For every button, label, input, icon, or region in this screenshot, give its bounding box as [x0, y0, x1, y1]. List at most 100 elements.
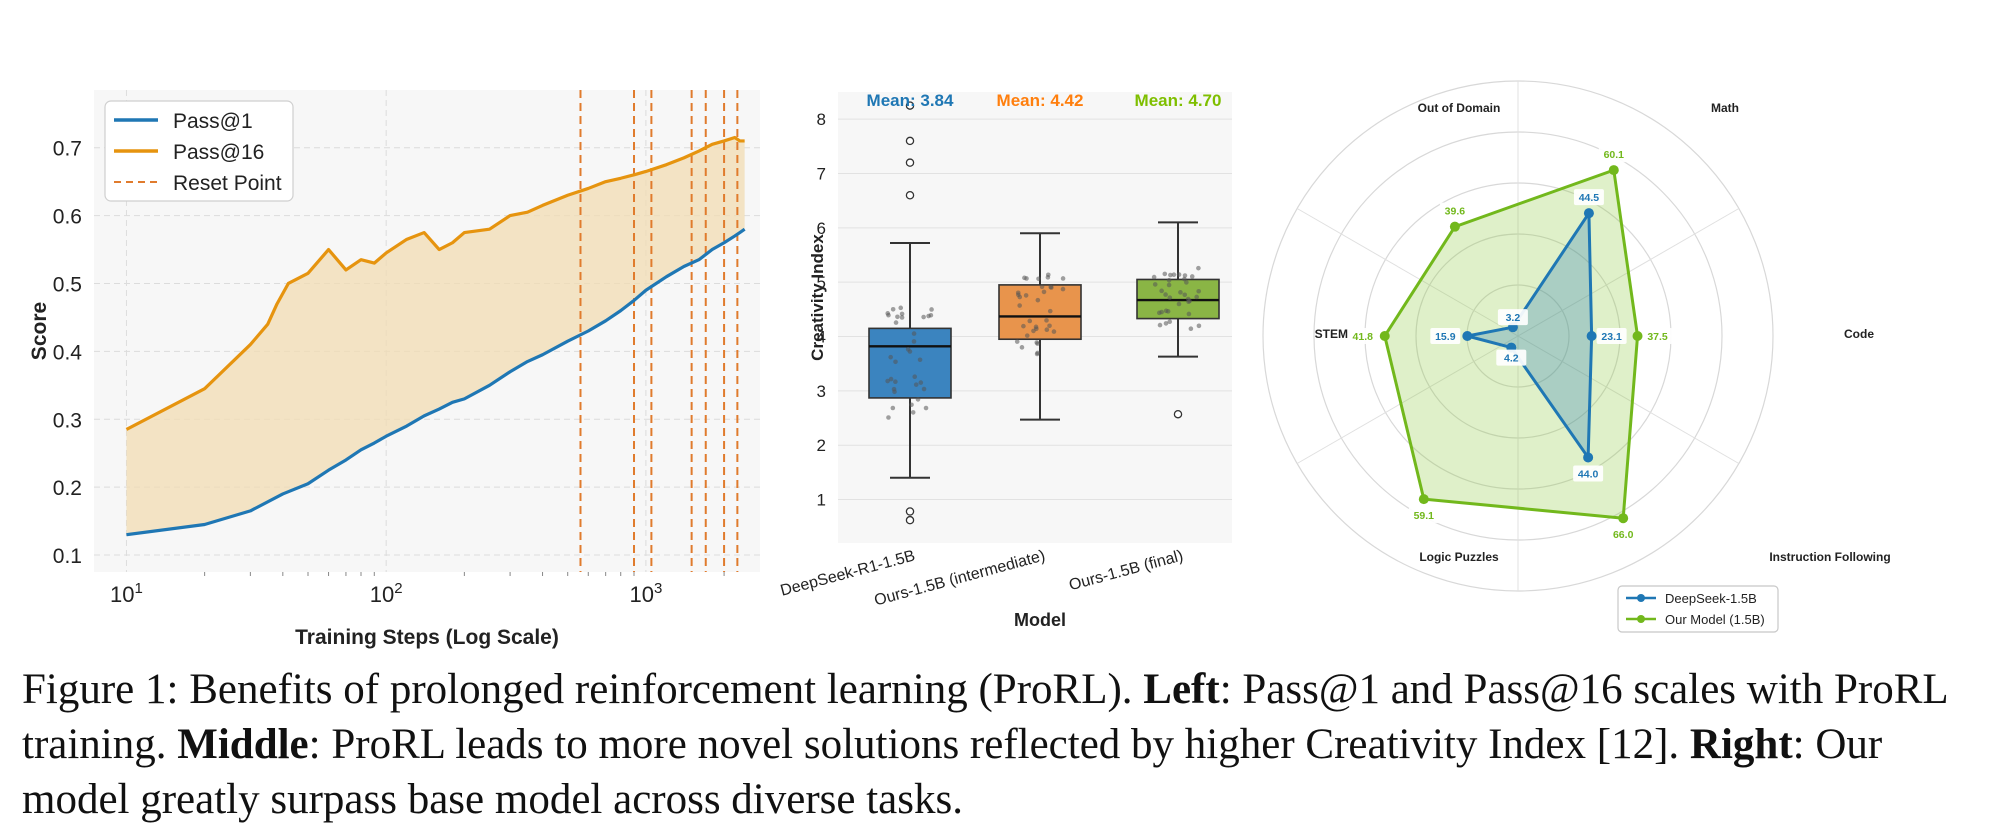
jitter-point	[1186, 311, 1192, 317]
radar-axis-label: STEM	[1315, 327, 1348, 341]
jitter-point	[1016, 292, 1021, 298]
jitter-point	[1060, 286, 1066, 292]
jitter-point	[911, 331, 917, 336]
x-axis-label: Training Steps (Log Scale)	[295, 626, 559, 649]
jitter-point	[910, 410, 916, 415]
value-label-bg	[1642, 328, 1673, 344]
mean-label: Mean: 4.70	[1135, 91, 1222, 110]
radar-axis-label: Math	[1711, 101, 1739, 115]
jitter-point	[921, 386, 927, 392]
value-label-bg	[1347, 328, 1378, 344]
radar-vertex-point	[1618, 513, 1629, 524]
jitter-point	[1163, 321, 1169, 326]
right-radar-chart: Math Code Instruction Following Logic Puzzl…	[1262, 80, 1891, 633]
jitter-point	[1189, 274, 1195, 279]
y-tick-label: 2	[817, 436, 826, 455]
jitter-point	[1051, 329, 1057, 334]
jitter-point	[893, 359, 898, 365]
radar-value-label: 3.2	[1506, 312, 1521, 324]
radar-value-label: 41.8	[1353, 331, 1374, 343]
radar-spoke	[1296, 335, 1519, 464]
radar-spoke	[1517, 335, 1740, 464]
radar-vertex-point	[1583, 452, 1594, 463]
legend-label: Pass@1	[173, 110, 253, 133]
value-label-bg	[1573, 465, 1604, 482]
y-tick-label: 0.5	[53, 273, 82, 296]
y-tick-label: 4	[817, 328, 826, 347]
caption-left-label: Left	[1143, 666, 1220, 713]
box-iqr	[868, 327, 952, 399]
y-tick-label: 0.7	[53, 138, 82, 161]
caption-left-text: : Pass@1 and Pass@16 scales with ProRL t…	[22, 666, 1948, 768]
jitter-point	[1047, 323, 1052, 329]
jitter-point	[905, 347, 911, 352]
jitter-point	[923, 405, 929, 411]
jitter-point	[1039, 284, 1045, 290]
jitter-point	[1152, 282, 1158, 287]
y-tick-label: 0.1	[53, 545, 82, 568]
jitter-point	[1188, 326, 1194, 332]
y-tick-label: 0.6	[53, 206, 82, 229]
radar-vertex-point	[1608, 165, 1619, 176]
jitter-point	[1194, 294, 1199, 300]
value-label-bg	[1408, 507, 1439, 524]
radar-vertex-point	[1418, 494, 1429, 505]
radar-legend-marker	[1637, 594, 1645, 602]
radar-vertex-point	[1449, 221, 1460, 232]
caption-right-text: : Our model greatly surpass base model a…	[22, 721, 1883, 823]
caption-middle-text: : ProRL leads to more novel solutions re…	[308, 721, 1680, 768]
radar-axis-label: Code	[1844, 327, 1874, 341]
value-label-bg	[1608, 526, 1639, 543]
jitter-point	[899, 315, 905, 320]
jitter-point	[892, 389, 897, 395]
y-tick-label: 1	[817, 491, 826, 510]
jitter-point	[1176, 301, 1182, 307]
caption-middle-label: Middle	[177, 721, 309, 768]
radar-vertex-point	[1379, 331, 1390, 341]
box-iqr	[998, 284, 1082, 341]
jitter-point	[1017, 303, 1022, 308]
legend: Pass@1 Pass@16 Reset Point	[104, 100, 294, 202]
jitter-point	[1187, 298, 1192, 304]
y-tick-label: 7	[817, 165, 826, 184]
jitter-point	[1021, 323, 1026, 329]
radar-legend-marker	[1637, 615, 1645, 623]
radar-legend: DeepSeek-1.5B Our Model (1.5B)	[1617, 585, 1779, 633]
radar-legend-box	[1617, 585, 1779, 633]
jitter-point	[1035, 350, 1040, 356]
y-tick-label: 0.4	[53, 341, 83, 364]
y-tick-label: 6	[817, 219, 826, 238]
jitter-point	[1041, 289, 1047, 295]
value-label-bg	[1573, 189, 1604, 206]
legend-label: Reset Point	[173, 172, 282, 195]
jitter-point	[1167, 319, 1173, 325]
x-tick-label: 102	[370, 580, 403, 607]
outlier-point	[905, 515, 915, 525]
x-tick-label: 101	[110, 580, 143, 607]
jitter-point	[1182, 276, 1187, 282]
value-label-bg	[1439, 202, 1470, 219]
y-tick-label: 0.2	[53, 477, 82, 500]
radar-vertex-point	[1586, 331, 1597, 341]
radar-vertex-point	[1462, 331, 1473, 341]
radar-value-label: 59.1	[1414, 510, 1435, 522]
jitter-point	[1184, 280, 1189, 285]
jitter-point	[1171, 272, 1177, 278]
jitter-point	[890, 405, 896, 411]
radar-value-label: 44.0	[1578, 468, 1599, 480]
jitter-point	[886, 415, 891, 420]
y-tick-label: 3	[817, 382, 826, 401]
jitter-point	[899, 311, 905, 317]
legend-box	[104, 100, 294, 202]
jitter-point	[921, 314, 926, 320]
jitter-point	[885, 378, 890, 384]
jitter-point	[1182, 292, 1188, 298]
jitter-point	[912, 374, 918, 380]
y-axis-label: Score	[28, 302, 51, 360]
jitter-point	[890, 306, 896, 312]
jitter-point	[1027, 318, 1033, 324]
x-axis-label: Model	[1014, 610, 1066, 630]
radar-value-label: 60.1	[1604, 149, 1625, 161]
y-axis-label: Creativity Index	[808, 234, 827, 361]
